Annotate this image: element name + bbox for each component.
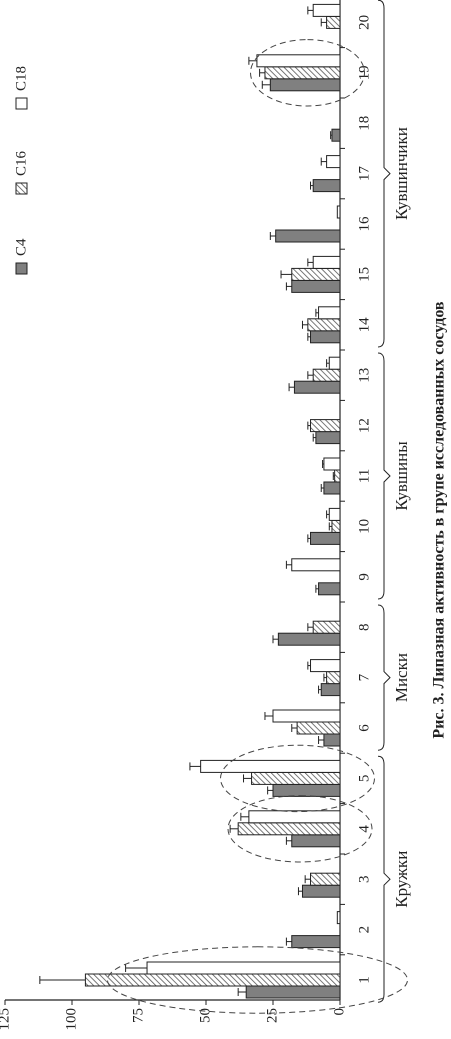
- bar: [310, 419, 341, 433]
- bar: [272, 783, 341, 797]
- bar: [320, 683, 341, 697]
- bar: [336, 911, 341, 925]
- bar: [326, 15, 341, 29]
- y-tick-label: 100: [63, 1008, 79, 1031]
- group-label: Кружки: [392, 851, 411, 908]
- legend-label: C4: [13, 238, 29, 256]
- x-tick-label: 14: [356, 317, 372, 333]
- bar: [331, 519, 341, 533]
- bar: [275, 229, 341, 243]
- x-tick-label: 17: [356, 166, 372, 182]
- bar: [312, 620, 341, 634]
- bar: [310, 330, 341, 344]
- group-bracket: [377, 352, 391, 600]
- bar: [146, 961, 341, 975]
- bar: [307, 318, 341, 332]
- group-bracket: [377, 604, 391, 751]
- bar: [291, 267, 341, 281]
- group-bracket: [377, 0, 391, 348]
- bar: [334, 469, 341, 483]
- x-tick-label: 6: [356, 724, 372, 732]
- legend-swatch: [15, 182, 28, 195]
- bar: [323, 733, 341, 747]
- bar: [318, 582, 341, 596]
- bar: [328, 356, 341, 370]
- x-tick-label: 4: [356, 825, 372, 833]
- bar: [291, 935, 341, 949]
- bar: [245, 985, 341, 999]
- x-tick-label: 1: [356, 976, 372, 984]
- bar: [310, 531, 341, 545]
- legend-label: C18: [13, 66, 29, 91]
- x-tick-label: 2: [356, 926, 372, 934]
- bar: [326, 671, 341, 685]
- bar: [251, 771, 341, 785]
- bar: [277, 632, 341, 646]
- x-tick-label: 8: [356, 623, 372, 631]
- x-tick-label: 9: [356, 573, 372, 581]
- bar: [328, 507, 341, 521]
- bar: [336, 205, 341, 219]
- bar: [312, 255, 341, 269]
- bar: [312, 179, 341, 193]
- bar: [272, 709, 341, 723]
- x-tick-label: 16: [356, 216, 372, 232]
- bar: [310, 659, 341, 673]
- bar: [312, 3, 341, 17]
- bar: [323, 481, 341, 495]
- legend-label: C16: [13, 150, 29, 176]
- bar: [318, 306, 341, 320]
- bar: [200, 759, 341, 773]
- bar: [291, 834, 341, 848]
- bar: [291, 279, 341, 293]
- legend-swatch: [15, 262, 28, 275]
- bar: [323, 457, 341, 471]
- x-tick-label: 5: [356, 775, 372, 783]
- highlight-ellipse: [250, 39, 365, 107]
- bar: [293, 380, 341, 394]
- highlight-ellipse: [227, 795, 373, 863]
- x-tick-label: 11: [356, 469, 372, 483]
- x-tick-label: 20: [356, 15, 372, 30]
- x-tick-label: 3: [356, 875, 372, 883]
- group-label: Миски: [392, 653, 411, 702]
- bar: [84, 973, 341, 987]
- group-label: Кувшинчики: [392, 127, 411, 220]
- x-tick-label: 10: [356, 519, 372, 534]
- group-label: Кувшины: [392, 441, 411, 511]
- group-bracket: [377, 755, 391, 1003]
- bar: [312, 368, 341, 382]
- y-tick-label: 25: [264, 1008, 280, 1023]
- x-tick-label: 15: [356, 267, 372, 282]
- legend-swatch: [15, 97, 28, 110]
- highlight-ellipse: [107, 946, 408, 1014]
- bar: [301, 884, 341, 898]
- highlight-ellipse: [220, 744, 375, 813]
- bar: [296, 721, 341, 735]
- bar: [269, 78, 341, 92]
- bar: [291, 558, 341, 572]
- bar: [256, 54, 341, 68]
- x-tick-label: 18: [356, 116, 372, 131]
- x-tick-label: 7: [356, 673, 372, 681]
- bar: [264, 66, 341, 80]
- x-tick-label: 12: [356, 418, 372, 433]
- bar: [310, 872, 341, 886]
- bar: [248, 810, 341, 824]
- y-tick-label: 75: [130, 1008, 146, 1023]
- bar: [237, 822, 341, 836]
- bar: [315, 431, 341, 445]
- bar: [326, 155, 341, 169]
- y-tick-label: 125: [0, 1008, 12, 1031]
- x-tick-label: 13: [356, 368, 372, 383]
- bar: [331, 128, 341, 142]
- y-tick-label: 0: [331, 1008, 347, 1016]
- caption: Рис. 3. Липазная активность в групе иссл…: [431, 301, 448, 738]
